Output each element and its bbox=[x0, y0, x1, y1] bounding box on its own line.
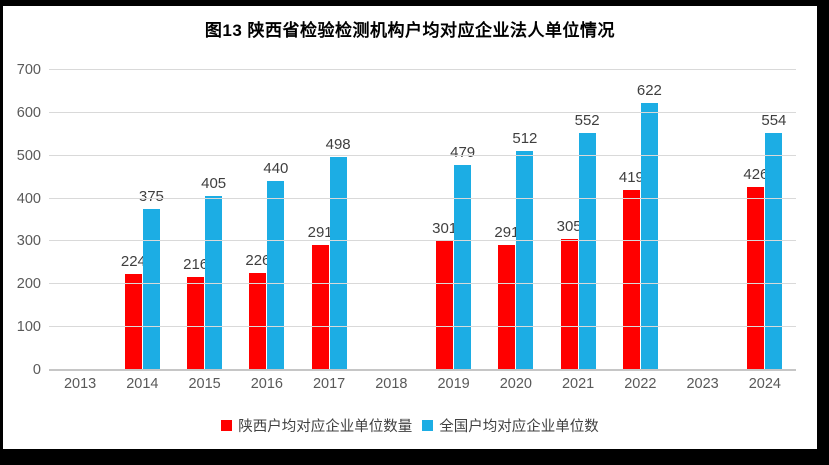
category-cell-2020: 291 512 bbox=[485, 70, 547, 370]
chart-page: 图13 陕西省检验检测机构户均对应企业法人单位情况 0 100 200 300 400 5… bbox=[3, 6, 817, 449]
legend-label-shaanxi: 陕西户均对应企业单位数量 bbox=[238, 419, 413, 435]
x-tick-label-2018: 2018 bbox=[375, 376, 408, 392]
x-tick-label-2013: 2013 bbox=[63, 376, 97, 392]
category-cell-2016: 226 440 bbox=[236, 70, 298, 370]
bar-shaanxi-2016: 226 bbox=[245, 252, 270, 370]
y-tick-label-700: 700 bbox=[16, 62, 41, 78]
bar-value-label-shaanxi-2017: 291 bbox=[307, 224, 333, 242]
bar-value-label-national-2019: 479 bbox=[450, 143, 476, 161]
y-axis: 0 100 200 300 400 500 600 700 bbox=[3, 62, 41, 378]
chart-title: 图13 陕西省检验检测机构户均对应企业法人单位情况 bbox=[204, 21, 616, 40]
gridline-200 bbox=[49, 283, 796, 285]
bar-shaanxi-2021: 305 bbox=[557, 218, 582, 370]
legend: 陕西户均对应企业单位数量 全国户均对应企业单位数 bbox=[3, 415, 817, 436]
category-cell-2023 bbox=[672, 70, 734, 370]
x-tick-label-2024: 2024 bbox=[748, 376, 781, 392]
bar-national-2017: 498 bbox=[326, 136, 351, 370]
x-tick-label-2022: 2022 bbox=[624, 376, 657, 392]
legend-swatch-shaanxi-icon bbox=[221, 420, 233, 431]
bar-national-2021: 552 bbox=[575, 112, 600, 370]
bar-shaanxi-2020: 291 bbox=[494, 224, 519, 370]
bar-value-label-national-2014: 375 bbox=[138, 188, 164, 206]
y-tick-label-100: 100 bbox=[16, 319, 41, 336]
plot-area: 224 375 216 405 226 440 291 498 301 479 291 512 305 5… bbox=[49, 69, 796, 370]
bar-shaanxi-2019: 301 bbox=[432, 220, 457, 370]
y-tick-label-200: 200 bbox=[16, 276, 41, 293]
bar-shaanxi-2024: 426 bbox=[743, 166, 768, 370]
bar-national-2020: 512 bbox=[512, 130, 537, 370]
bar-national-2014: 375 bbox=[139, 188, 164, 370]
bar-value-label-national-2017: 498 bbox=[325, 135, 351, 153]
bar-shaanxi-2022: 419 bbox=[619, 169, 644, 370]
bar-national-2016: 440 bbox=[263, 160, 288, 370]
bar-value-label-shaanxi-2024: 426 bbox=[743, 166, 769, 184]
bar-value-label-shaanxi-2022: 419 bbox=[618, 169, 644, 187]
category-cell-2024: 426 554 bbox=[734, 70, 796, 370]
x-tick-label-2020: 2020 bbox=[499, 376, 532, 392]
legend-swatch-national-icon bbox=[422, 420, 434, 431]
bar-shaanxi-2017: 291 bbox=[308, 224, 333, 370]
x-axis-labels: 2013 2014 2015 2016 2017 2018 2019 2020 2021 2022… bbox=[49, 376, 796, 394]
legend-label-national: 全国户均对应企业单位数 bbox=[439, 419, 599, 435]
gridline-100 bbox=[49, 326, 796, 328]
x-tick-label-2015: 2015 bbox=[188, 376, 221, 392]
x-tick-label-2014: 2014 bbox=[126, 376, 159, 392]
bar-value-label-national-2020: 512 bbox=[512, 129, 538, 147]
bar-value-label-national-2022: 622 bbox=[636, 82, 662, 100]
bar-value-label-shaanxi-2020: 291 bbox=[494, 224, 520, 242]
category-cell-2019: 301 479 bbox=[423, 70, 485, 370]
bar-national-2024: 554 bbox=[761, 112, 786, 370]
category-cell-2018 bbox=[360, 70, 422, 370]
bar-value-label-national-2015: 405 bbox=[201, 175, 227, 193]
legend-item-shaanxi: 陕西户均对应企业单位数量 bbox=[221, 415, 412, 436]
category-cell-2017: 291 498 bbox=[298, 70, 360, 370]
x-axis-line bbox=[49, 369, 796, 371]
category-cell-2015: 216 405 bbox=[174, 70, 236, 370]
category-cell-2022: 419 622 bbox=[609, 70, 671, 370]
x-tick-label-2023: 2023 bbox=[686, 376, 719, 392]
bar-value-label-shaanxi-2016: 226 bbox=[245, 252, 271, 270]
y-tick-label-0: 0 bbox=[32, 362, 41, 378]
bar-value-label-shaanxi-2014: 224 bbox=[120, 253, 146, 270]
bar-value-label-shaanxi-2021: 305 bbox=[556, 218, 582, 236]
bar-shaanxi-2014: 224 bbox=[121, 253, 146, 370]
x-tick-label-2019: 2019 bbox=[437, 376, 470, 392]
bar-value-label-shaanxi-2015: 216 bbox=[183, 256, 209, 274]
gridline-600 bbox=[49, 111, 796, 113]
bar-national-2019: 479 bbox=[450, 144, 475, 370]
bars-container: 224 375 216 405 226 440 291 498 301 479 291 512 305 5… bbox=[49, 70, 796, 370]
gridline-400 bbox=[49, 197, 796, 199]
y-tick-label-500: 500 bbox=[16, 147, 41, 164]
bar-value-label-national-2021: 552 bbox=[574, 112, 600, 130]
legend-item-national: 全国户均对应企业单位数 bbox=[422, 415, 599, 436]
bar-shaanxi-2015: 216 bbox=[183, 256, 208, 370]
x-tick-label-2016: 2016 bbox=[250, 376, 283, 392]
x-tick-label-2017: 2017 bbox=[312, 376, 346, 392]
bar-value-label-national-2024: 554 bbox=[761, 111, 787, 129]
category-cell-2013 bbox=[49, 70, 111, 370]
category-cell-2021: 305 552 bbox=[547, 70, 609, 370]
gridline-300 bbox=[49, 240, 796, 242]
gridline-700 bbox=[49, 69, 796, 70]
x-tick-label-2021: 2021 bbox=[561, 376, 595, 392]
bar-national-2022: 622 bbox=[637, 82, 662, 370]
bar-value-label-national-2016: 440 bbox=[263, 160, 289, 178]
bar-value-label-shaanxi-2019: 301 bbox=[432, 220, 458, 237]
y-tick-label-600: 600 bbox=[16, 104, 41, 121]
y-tick-label-300: 300 bbox=[16, 233, 41, 250]
y-tick-label-400: 400 bbox=[16, 190, 41, 207]
category-cell-2014: 224 375 bbox=[111, 70, 173, 370]
gridline-500 bbox=[49, 154, 796, 156]
